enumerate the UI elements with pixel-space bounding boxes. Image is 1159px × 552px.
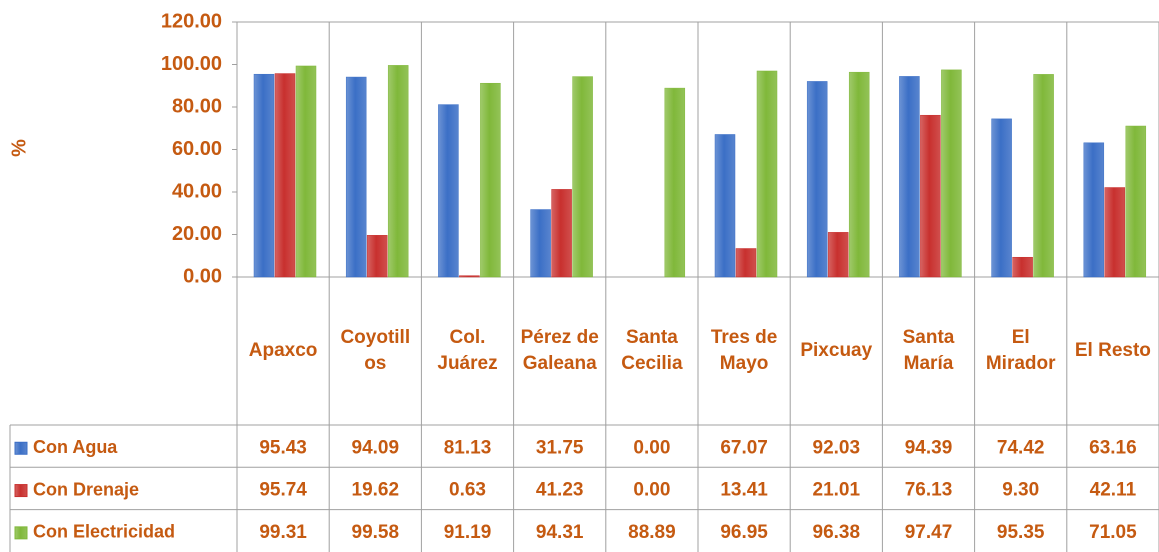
bar — [1083, 142, 1105, 278]
table-value: 95.35 — [997, 522, 1045, 543]
x-tick-label: Santa María — [902, 327, 955, 374]
bar — [274, 73, 296, 278]
bar — [345, 76, 367, 278]
legend-label: Con Agua — [33, 437, 118, 457]
y-tick-label: 20.00 — [172, 223, 222, 245]
table-value: 0.63 — [449, 480, 486, 501]
bar — [848, 71, 870, 278]
y-tick-label: 60.00 — [172, 138, 222, 160]
table-value: 81.13 — [444, 437, 492, 458]
table-value: 71.05 — [1089, 522, 1137, 543]
y-tick-label: 40.00 — [172, 180, 222, 202]
table-value: 95.74 — [259, 480, 307, 501]
y-tick-label: 80.00 — [172, 95, 222, 117]
bar — [438, 104, 459, 278]
bar — [920, 114, 941, 278]
x-tick-label: Tres de Mayo — [710, 327, 778, 374]
legend-swatch — [14, 484, 28, 498]
bar — [459, 275, 480, 278]
x-tick-label: Pérez de Galeana — [520, 327, 599, 374]
legend-swatch — [14, 441, 28, 455]
table-value: 19.62 — [352, 480, 400, 501]
y-tick-label: 120.00 — [161, 10, 222, 32]
table-value: 0.00 — [633, 437, 670, 458]
table-value: 13.41 — [720, 480, 768, 501]
x-tick-label: El Mirador — [985, 327, 1056, 374]
table-value: 31.75 — [536, 437, 584, 458]
table-value: 94.31 — [536, 522, 584, 543]
bar — [530, 209, 551, 278]
table-value: 92.03 — [813, 437, 861, 458]
table-value: 88.89 — [628, 522, 676, 543]
legend-label: Con Electricidad — [33, 522, 175, 542]
bar — [295, 65, 317, 278]
bar — [714, 134, 736, 278]
y-tick-label: 100.00 — [161, 53, 222, 75]
table-value: 94.09 — [352, 437, 400, 458]
y-tick-label: 0.00 — [183, 265, 222, 287]
x-tick-label: Coyotillos — [340, 327, 411, 374]
table-value: 0.00 — [633, 480, 670, 501]
table-value: 99.31 — [259, 522, 307, 543]
bar — [1033, 74, 1054, 278]
bar — [1125, 125, 1147, 278]
bar — [806, 81, 828, 278]
table-value: 96.38 — [813, 522, 861, 543]
bar — [664, 87, 686, 278]
bar — [387, 65, 409, 278]
bar — [480, 82, 501, 278]
bar — [827, 232, 849, 278]
legend-swatch — [14, 526, 28, 540]
table-value: 9.30 — [1002, 480, 1039, 501]
table-value: 95.43 — [259, 437, 307, 458]
bar — [991, 118, 1012, 278]
bar — [756, 70, 778, 278]
x-tick-label: Col. Juárez — [437, 327, 498, 374]
bar — [941, 69, 962, 278]
bar — [572, 76, 593, 278]
table-value: 99.58 — [352, 522, 400, 543]
table-value: 74.42 — [997, 437, 1045, 458]
table-value: 91.19 — [444, 522, 492, 543]
table-value: 76.13 — [905, 480, 953, 501]
bar — [253, 73, 275, 278]
bar — [1012, 256, 1033, 278]
table-value: 67.07 — [720, 437, 768, 458]
table-value: 96.95 — [720, 522, 768, 543]
table-value: 21.01 — [813, 480, 861, 501]
x-tick-label: Santa Cecilia — [621, 327, 683, 374]
bar — [551, 189, 572, 278]
x-tick-label: Apaxco — [248, 340, 318, 361]
x-tick-label: Pixcuay — [800, 340, 873, 361]
table-value: 42.11 — [1090, 480, 1137, 501]
table-value: 63.16 — [1089, 437, 1137, 458]
table-value: 94.39 — [905, 437, 953, 458]
table-value: 97.47 — [905, 522, 953, 543]
bar — [735, 248, 757, 278]
bar — [366, 235, 388, 278]
legend-label: Con Drenaje — [33, 479, 139, 499]
table-value: 41.23 — [536, 480, 584, 501]
x-tick-label: El Resto — [1074, 340, 1151, 361]
y-axis-label: % — [8, 139, 30, 157]
bar — [1104, 187, 1126, 278]
bar — [899, 76, 920, 278]
